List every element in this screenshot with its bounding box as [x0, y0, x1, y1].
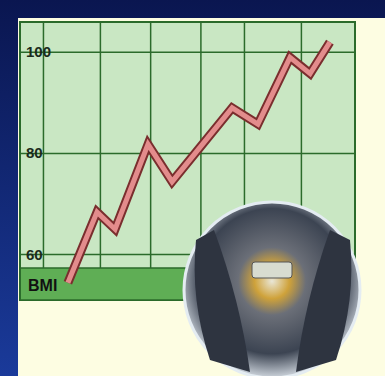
x-axis-label: BMI [28, 277, 57, 294]
root: 60 80 100 BMI [0, 0, 385, 376]
grid-line-y [20, 52, 355, 54]
grid-line-y [20, 153, 355, 155]
photo-foot [296, 230, 351, 372]
y-tick-label: 80 [26, 144, 43, 161]
photo-circle [184, 202, 360, 376]
chart: 60 80 100 BMI [0, 0, 385, 376]
grid-line-x [100, 22, 102, 268]
panel [18, 18, 385, 376]
photo-dial [252, 262, 292, 278]
y-axis [19, 22, 21, 300]
y-tick-label: 100 [26, 43, 51, 60]
y-tick-label: 60 [26, 246, 43, 263]
photo-foot [195, 230, 250, 372]
photo [184, 202, 360, 376]
